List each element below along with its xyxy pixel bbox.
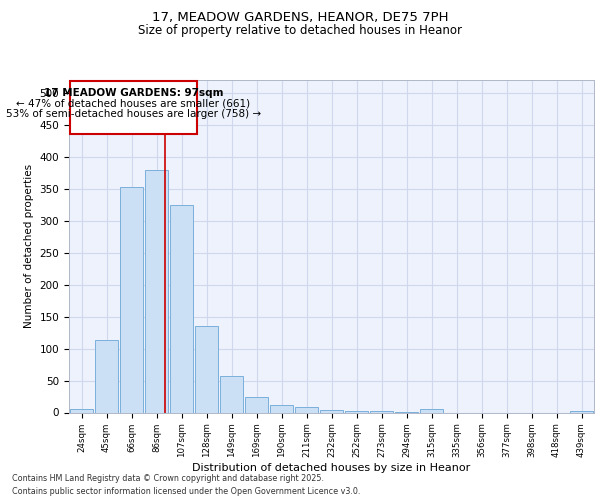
Bar [295, 408, 319, 412]
Text: ← 47% of detached houses are smaller (661): ← 47% of detached houses are smaller (66… [16, 98, 250, 108]
Text: Size of property relative to detached houses in Heanor: Size of property relative to detached ho… [138, 24, 462, 37]
Bar [269, 406, 293, 412]
Bar [119, 188, 143, 412]
X-axis label: Distribution of detached houses by size in Heanor: Distribution of detached houses by size … [193, 462, 470, 472]
Y-axis label: Number of detached properties: Number of detached properties [24, 164, 34, 328]
Bar [70, 410, 94, 412]
Text: 17, MEADOW GARDENS, HEANOR, DE75 7PH: 17, MEADOW GARDENS, HEANOR, DE75 7PH [152, 12, 448, 24]
Bar [194, 326, 218, 412]
Text: 17 MEADOW GARDENS: 97sqm: 17 MEADOW GARDENS: 97sqm [44, 88, 223, 98]
Bar [145, 170, 169, 412]
Bar [569, 411, 593, 412]
Bar [419, 410, 443, 412]
Bar [320, 410, 343, 412]
Bar [370, 411, 394, 412]
Text: Contains HM Land Registry data © Crown copyright and database right 2025.: Contains HM Land Registry data © Crown c… [12, 474, 324, 483]
Bar [245, 397, 268, 412]
Bar [170, 204, 193, 412]
Bar [95, 340, 118, 412]
Text: 53% of semi-detached houses are larger (758) →: 53% of semi-detached houses are larger (… [6, 110, 261, 120]
Bar [220, 376, 244, 412]
Text: Contains public sector information licensed under the Open Government Licence v3: Contains public sector information licen… [12, 487, 361, 496]
Bar [344, 410, 368, 412]
Bar [70, 82, 197, 134]
